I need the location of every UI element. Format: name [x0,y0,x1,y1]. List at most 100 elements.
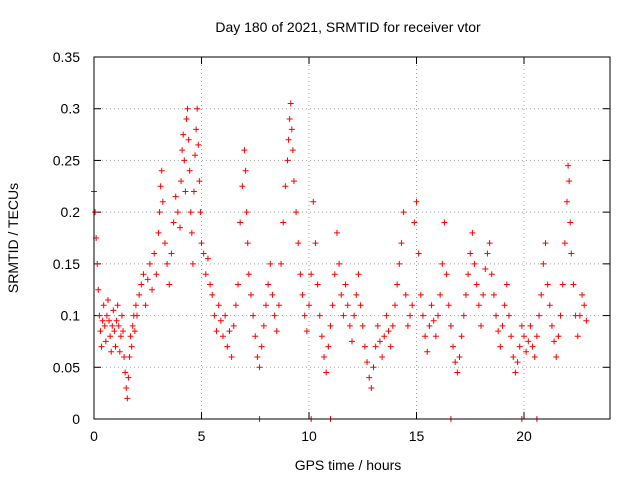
data-point [559,281,566,288]
chart-title: Day 180 of 2021, SRMTID for receiver vto… [215,19,481,35]
data-point [439,260,446,267]
data-point [103,312,110,319]
data-point [245,271,252,278]
data-point [529,343,536,350]
plot-frame [93,56,611,420]
data-point [437,291,444,298]
data-point [467,250,474,257]
data-point [407,312,414,319]
data-point [244,240,251,247]
data-point [536,312,543,319]
data-point [182,188,189,195]
data-point [564,198,570,205]
data-point [263,302,269,309]
data-point [469,229,476,236]
data-point [126,353,133,360]
data-point [197,209,204,216]
data-point [106,317,113,324]
data-point [458,333,465,340]
data-point [286,116,293,123]
data-point [247,291,254,298]
data-point [336,260,343,267]
data-point [128,343,135,350]
data-point [168,250,175,257]
data-point [149,286,156,293]
data-point [546,302,553,309]
data-point [462,291,469,298]
data-point [516,343,523,350]
data-point [122,369,129,376]
data-point [97,328,104,335]
data-point [428,302,435,309]
data-point [213,328,220,335]
data-point [493,312,500,319]
data-point [454,369,461,376]
data-point [290,178,297,185]
data-point [170,219,177,226]
data-point [131,328,138,335]
data-point [561,240,568,247]
data-point [192,152,199,159]
data-point [542,240,549,247]
data-point [508,333,515,340]
data-point [187,209,194,216]
data-point [531,353,538,360]
x-tick-label: 5 [198,428,206,444]
data-point [293,209,300,216]
data-point [174,209,181,216]
y-tick-label: 0.15 [53,256,80,272]
data-point [185,136,192,143]
data-point [260,322,267,329]
data-point [402,291,409,298]
data-point [193,126,200,133]
data-point [473,281,480,288]
data-point [222,312,229,319]
data-point [116,348,123,355]
data-point [159,198,166,205]
data-point [430,317,437,324]
data-point [376,338,383,345]
data-point [226,328,233,335]
x-tick-label: 15 [409,428,425,444]
data-point [398,240,405,247]
data-point [282,183,289,190]
y-tick-label: 0 [72,411,80,427]
data-point [280,219,287,226]
y-tick-label: 0.3 [61,101,81,117]
data-point [180,131,187,138]
data-point [269,291,276,298]
data-point [195,141,202,148]
x-tick-label: 10 [301,428,317,444]
data-point [370,364,377,371]
data-point [460,312,467,319]
data-points [91,100,590,422]
data-point [207,281,214,288]
data-point [250,312,257,319]
data-point [112,343,119,350]
data-point [258,343,265,350]
data-point [548,322,555,329]
data-point [314,281,321,288]
data-point [110,307,117,314]
data-point [544,281,551,288]
data-point [361,343,368,350]
data-point [172,193,179,200]
data-point [123,384,130,391]
data-point [480,291,487,298]
data-point [465,271,472,278]
data-point [368,384,375,391]
data-point [127,333,134,340]
data-point [96,312,103,319]
data-point [312,240,319,247]
data-point [422,333,429,340]
data-point [186,167,193,174]
data-point [503,281,510,288]
data-point [98,343,105,350]
data-point [579,291,586,298]
data-point [118,312,125,319]
data-point [555,333,562,340]
data-point [574,333,581,340]
data-point [379,353,386,360]
data-point [109,322,116,329]
data-point [134,312,140,319]
